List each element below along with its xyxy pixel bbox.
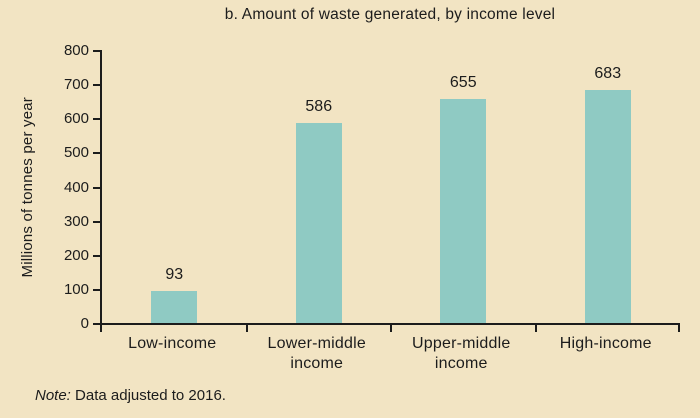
y-axis-title: Millions of tonnes per year	[16, 50, 38, 325]
y-axis-title-text: Millions of tonnes per year	[18, 97, 36, 278]
y-axis-tick-label: 500	[63, 144, 89, 162]
y-axis-tick	[93, 323, 100, 325]
bar-low-income	[151, 291, 198, 323]
bar-value-label: 683	[594, 64, 622, 82]
note-prefix: Note:	[35, 387, 71, 404]
y-axis-tick-label: 800	[63, 42, 89, 59]
y-axis-tick-label: 300	[63, 212, 89, 230]
y-axis-tick	[93, 50, 100, 52]
bar-value-label: 586	[305, 98, 333, 116]
y-axis-tick	[93, 152, 100, 155]
bar-value-label: 655	[449, 74, 477, 92]
x-axis-tick	[245, 325, 248, 332]
y-axis-tick	[93, 254, 100, 257]
category-label: Low-income	[128, 335, 217, 352]
bar-high-income	[584, 89, 631, 323]
y-axis-tick-label: 100	[63, 280, 89, 298]
y-axis-tick-label: 400	[63, 178, 89, 196]
y-axis-tick-label: 0	[80, 315, 89, 332]
x-axis-tick	[100, 325, 102, 332]
source-note: Note: Data adjusted to 2016.	[35, 387, 226, 404]
bar-upper-middle-income	[440, 99, 487, 323]
y-axis-tick	[93, 288, 100, 291]
category-label: High-income	[559, 335, 652, 352]
plot-area: 0 100 200 300 400 500 600 700 800 93 586 655 683	[64, 42, 680, 332]
x-axis-tick	[534, 325, 537, 332]
y-axis-tick	[93, 118, 100, 121]
bar-lower-middle-income	[295, 123, 342, 323]
note-text: Data adjusted to 2016.	[70, 387, 226, 404]
x-axis-tick	[390, 325, 392, 332]
y-axis-tick-label: 200	[63, 246, 89, 264]
y-axis-tick-label: 700	[63, 76, 89, 94]
y-axis-tick	[93, 186, 100, 189]
x-axis-tick	[678, 325, 680, 332]
category-label: Upper-middle income	[412, 335, 511, 372]
category-label: Lower-middle income	[267, 335, 366, 372]
y-axis-tick	[93, 84, 100, 87]
y-axis-tick-label: 600	[63, 110, 89, 128]
bar-value-label: 93	[165, 266, 184, 284]
y-axis-tick	[93, 220, 100, 223]
chart-title: b. Amount of waste generated, by income …	[224, 6, 556, 23]
